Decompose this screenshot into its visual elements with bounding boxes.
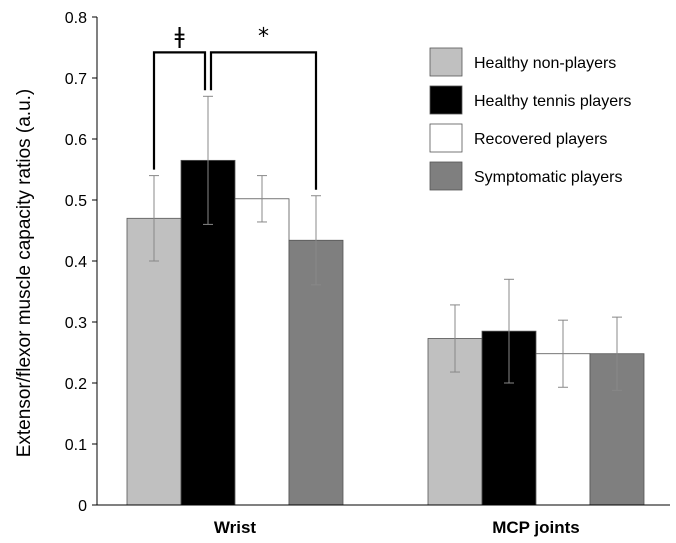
y-axis: 0 0.1 0.2 0.3 0.4 0.5 0.6 0.7 0.8: [65, 10, 98, 515]
y-tick-label: 0.4: [65, 254, 87, 271]
legend-label: Healthy non-players: [474, 55, 616, 72]
x-category-label: Wrist: [214, 518, 257, 537]
significance-annotations: ǂ *: [152, 24, 318, 190]
y-tick-label: 0: [78, 498, 87, 515]
y-tick-label: 0.8: [65, 10, 87, 27]
significance-bracket: [152, 51, 207, 170]
y-tick-label: 0.6: [65, 132, 87, 149]
bars: [126, 159, 645, 506]
error-bars: [149, 95, 622, 391]
legend: Healthy non-players Healthy tennis player…: [429, 47, 631, 191]
legend-label: Recovered players: [474, 131, 607, 148]
legend-swatch: [429, 123, 463, 153]
bar: [234, 198, 290, 506]
x-category-label: MCP joints: [492, 518, 580, 537]
y-tick-label: 0.7: [65, 71, 87, 88]
legend-swatch: [429, 161, 463, 191]
y-tick-label: 0.3: [65, 315, 87, 332]
legend-label: Healthy tennis players: [474, 93, 631, 110]
x-axis: Wrist MCP joints: [97, 504, 670, 537]
significance-bracket: [209, 51, 318, 190]
legend-label: Symptomatic players: [474, 169, 623, 186]
significance-marker: ǂ: [174, 24, 184, 49]
legend-swatch: [429, 47, 463, 77]
legend-swatch: [429, 85, 463, 115]
y-tick-label: 0.5: [65, 193, 87, 210]
y-tick-label: 0.1: [65, 437, 87, 454]
y-axis-title: Extensor/flexor muscle capacity ratios (…: [14, 89, 35, 458]
significance-marker: *: [258, 24, 269, 49]
y-tick-label: 0.2: [65, 376, 87, 393]
